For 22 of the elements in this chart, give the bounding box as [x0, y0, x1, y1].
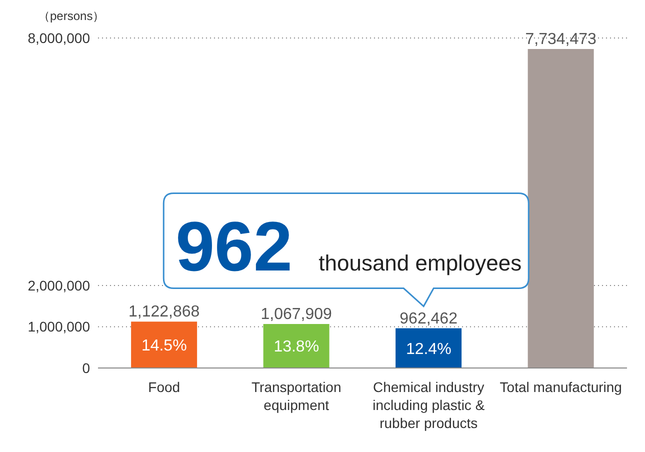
- annotation: 13.8%: [274, 338, 320, 356]
- annotation: 14.5%: [141, 338, 187, 355]
- y-tick-label: 0: [82, 360, 90, 376]
- bar: [263, 324, 330, 368]
- x-tick-label: Total manufacturing: [500, 379, 622, 395]
- data-label: 1,067,909: [260, 306, 332, 323]
- data-label: 1,122,868: [128, 304, 200, 321]
- bar: [396, 328, 462, 368]
- annotation: thousand employees: [318, 250, 522, 276]
- y-axis-title: （persons）: [38, 8, 105, 25]
- y-tick-label: 8,000,000: [28, 30, 90, 46]
- annotation: 962: [176, 207, 292, 286]
- annotation: 12.4%: [406, 340, 452, 358]
- x-tick-label: Food: [148, 379, 180, 395]
- x-tick-label: Chemical industry including plastic & rubber products: [372, 379, 486, 431]
- data-label: 962,462: [400, 310, 458, 328]
- y-tick-label: 2,000,000: [28, 277, 90, 294]
- data-label: 7,734,473: [525, 30, 596, 48]
- bar: [528, 48, 594, 368]
- bar: [131, 322, 198, 368]
- x-tick-label: Transportation equipment: [252, 379, 342, 413]
- y-tick-label: 1,000,000: [28, 318, 90, 335]
